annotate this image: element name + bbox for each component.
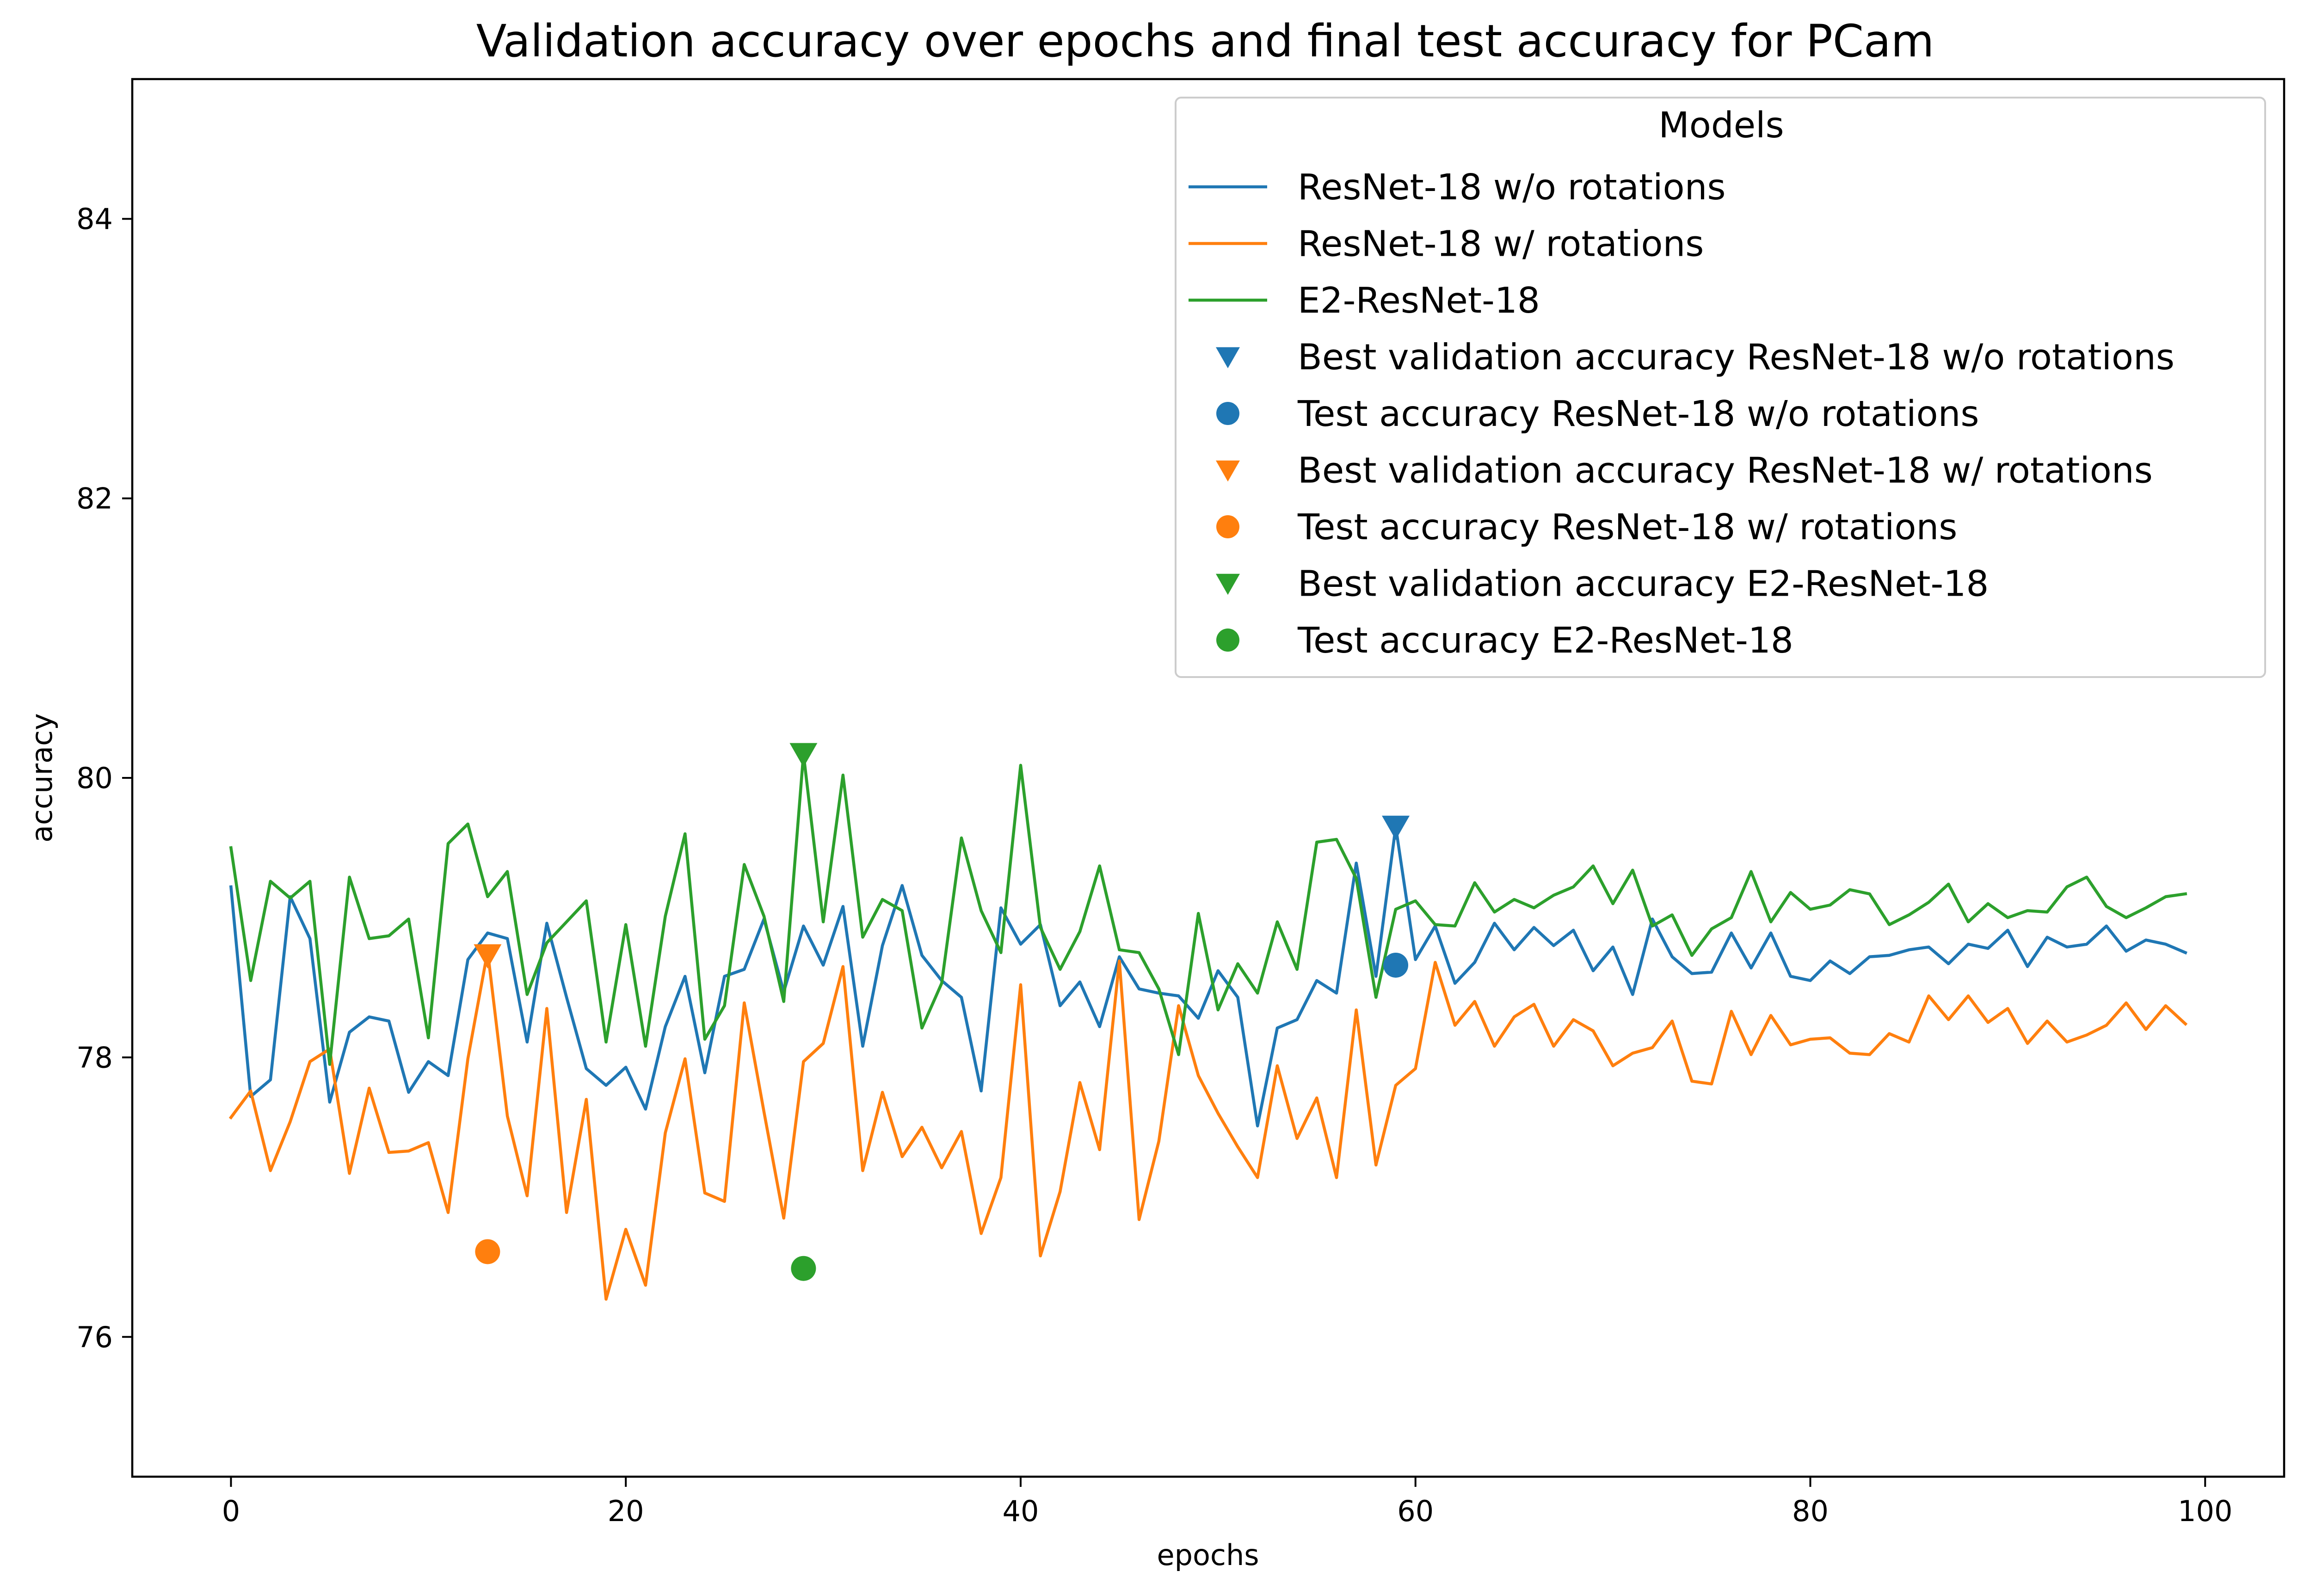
test-accuracy-marker-6: [791, 1256, 816, 1281]
legend-entry-label: Best validation accuracy ResNet-18 w/ ro…: [1298, 450, 2153, 492]
x-axis-label: epochs: [1157, 1538, 1259, 1572]
best-validation-marker-1: [1382, 815, 1410, 840]
test-accuracy-marker-4: [475, 1239, 500, 1264]
legend-entry-label: ResNet-18 w/ rotations: [1298, 224, 1704, 265]
test-accuracy-marker-2: [1383, 952, 1409, 978]
legend: Models ResNet-18 w/o rotations ResNet-18 w…: [1175, 97, 2266, 678]
legend-swatch-circle: [1216, 402, 1239, 425]
chart-title: Validation accuracy over epochs and fina…: [476, 15, 1934, 67]
series-line-1: [229, 825, 2187, 1128]
y-tick-label: 80: [76, 761, 113, 795]
best-validation-marker-3: [474, 944, 502, 969]
y-tick-label: 84: [76, 202, 113, 236]
x-tick-label: 20: [608, 1494, 644, 1528]
legend-entry-label: Test accuracy ResNet-18 w/o rotations: [1297, 394, 1979, 435]
legend-entry-label: Test accuracy ResNet-18 w/ rotations: [1297, 507, 1957, 548]
legend-entry-label: Best validation accuracy E2-ResNet-18: [1298, 564, 1989, 605]
best-validation-marker-5: [789, 743, 818, 768]
legend-swatch-triangle: [1216, 347, 1240, 369]
x-tick-label: 80: [1792, 1494, 1829, 1528]
x-tick-label: 60: [1397, 1494, 1434, 1528]
y-tick-label: 76: [76, 1320, 113, 1354]
legend-entry-label: Test accuracy E2-ResNet-18: [1297, 620, 1793, 661]
legend-swatch-triangle: [1216, 573, 1240, 595]
series-line-2: [228, 949, 2188, 1301]
x-tick-label: 40: [1003, 1494, 1039, 1528]
x-tick-label: 0: [222, 1494, 240, 1528]
legend-box: [1175, 97, 2266, 678]
plot-area: [228, 743, 2188, 1301]
series-line-3: [229, 752, 2187, 1066]
legend-swatch-triangle: [1216, 460, 1240, 482]
legend-swatch-circle: [1216, 629, 1239, 652]
axes: 0 20 40 60 80 100 76 78 80 82 84: [76, 202, 2232, 1528]
legend-title: Models: [1658, 105, 1784, 146]
legend-entry-label: ResNet-18 w/o rotations: [1298, 167, 1726, 208]
y-axis-label: accuracy: [25, 713, 59, 843]
x-tick-label: 100: [2178, 1494, 2232, 1528]
legend-entry-label: Best validation accuracy ResNet-18 w/o r…: [1298, 337, 2175, 378]
y-tick-label: 78: [76, 1041, 113, 1074]
legend-swatch-circle: [1216, 515, 1239, 538]
y-tick-label: 82: [76, 482, 113, 516]
legend-entry-label: E2-ResNet-18: [1298, 280, 1540, 321]
